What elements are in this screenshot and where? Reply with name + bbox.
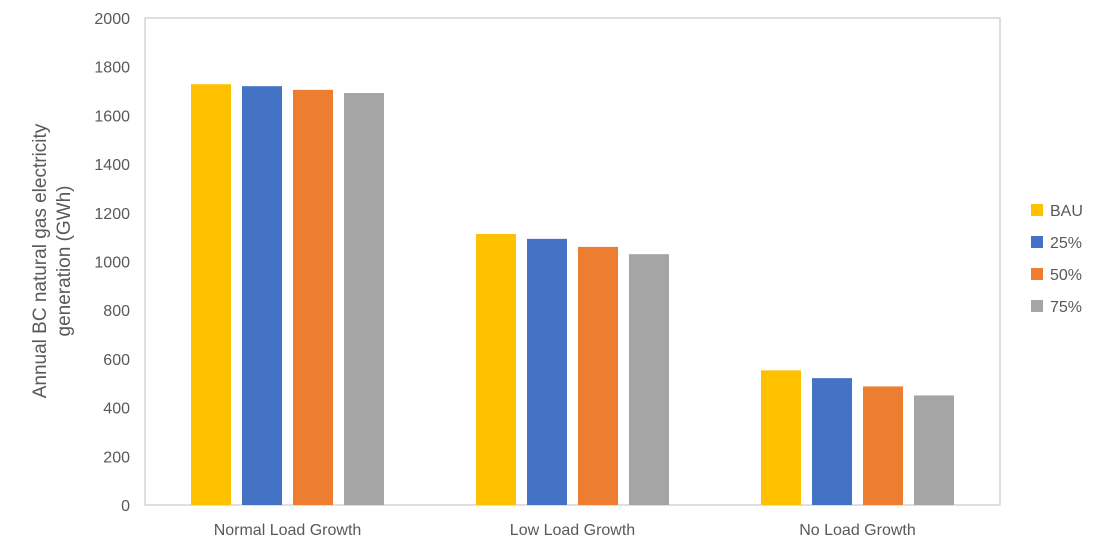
y-tick-label: 800	[103, 303, 130, 320]
y-tick-label: 1200	[94, 206, 130, 223]
bar	[761, 370, 801, 505]
plot-area-border	[144, 17, 1001, 506]
legend-swatch	[1031, 300, 1043, 312]
bar	[293, 89, 333, 506]
y-tick-label: 1600	[94, 108, 130, 125]
y-tick-label: 400	[103, 401, 130, 418]
bar	[476, 233, 516, 505]
x-category-label: Low Load Growth	[510, 522, 635, 539]
bar	[863, 386, 903, 505]
x-category-label: Normal Load Growth	[214, 522, 362, 539]
y-axis-label-line-1: Annual BC natural gas electricity	[30, 123, 51, 398]
bar	[914, 395, 954, 505]
legend-label: BAU	[1050, 203, 1083, 220]
y-axis-ticks: 0 200 400 600 800 1000 1200 1400 1600 1800 2000	[94, 11, 130, 515]
y-tick-label: 1800	[94, 60, 130, 77]
bar	[527, 238, 567, 506]
legend-swatch	[1031, 268, 1043, 280]
bar	[242, 86, 282, 506]
legend-label: 75%	[1050, 299, 1082, 316]
x-category-label: No Load Growth	[799, 522, 916, 539]
legend-swatch	[1031, 236, 1043, 248]
y-tick-label: 200	[103, 449, 130, 466]
bar	[812, 378, 852, 505]
y-tick-label: 1000	[94, 255, 130, 272]
y-tick-label: 0	[121, 498, 130, 515]
legend-label: 25%	[1050, 235, 1082, 252]
y-tick-label: 600	[103, 352, 130, 369]
bar	[191, 84, 231, 506]
y-tick-label: 1400	[94, 157, 130, 174]
legend-swatch	[1031, 204, 1043, 216]
legend: BAU 25% 50% 75%	[1031, 203, 1083, 316]
bar	[578, 246, 618, 505]
y-axis-label-line-2: generation (GWh)	[54, 185, 75, 336]
bar	[344, 92, 384, 506]
y-axis-label: Annual BC natural gas electricity genera…	[30, 123, 75, 398]
bars	[191, 84, 954, 506]
y-tick-label: 2000	[94, 11, 130, 28]
bar	[629, 254, 669, 505]
legend-label: 50%	[1050, 267, 1082, 284]
x-axis-categories: Normal Load Growth Low Load Growth No Load…	[214, 522, 916, 539]
